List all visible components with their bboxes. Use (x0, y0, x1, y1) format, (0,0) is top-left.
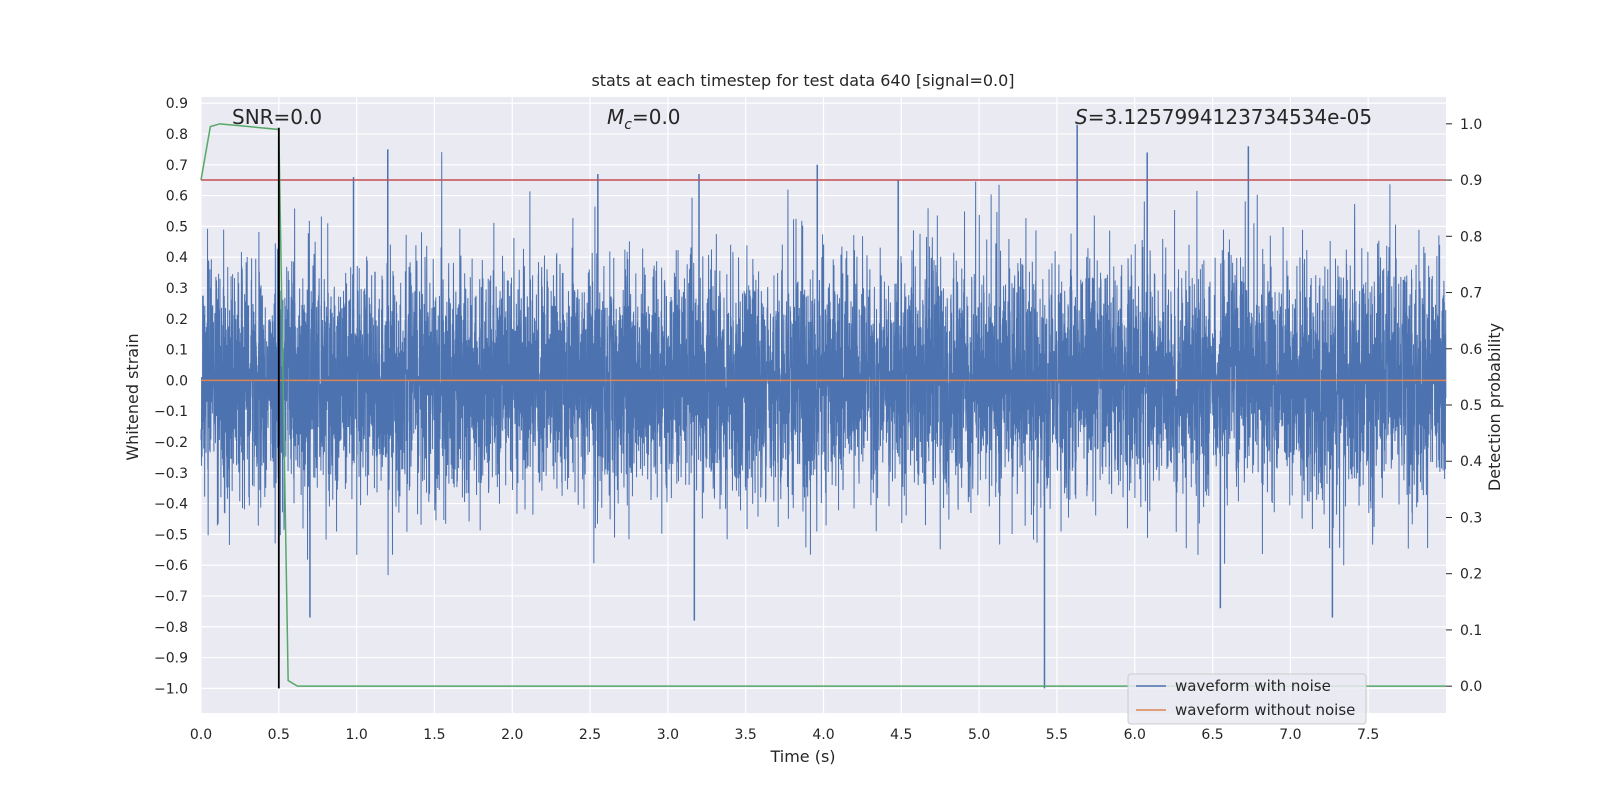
x-tick-label: 3.5 (735, 727, 757, 743)
y-right-axis-label: Detection probability (1485, 323, 1504, 491)
legend-box (1127, 673, 1367, 725)
y-tick-label: 0.3 (166, 281, 188, 297)
mc-value: =0.0 (632, 105, 681, 129)
s-annotation: S=3.1257994123734534e-05 (1075, 105, 1372, 129)
y-tick-label: −0.8 (154, 620, 188, 636)
x-tick-label: 1.0 (345, 727, 367, 743)
y-tick-label: −0.3 (154, 466, 188, 482)
x-tick-label: 6.0 (1124, 727, 1146, 743)
mc-symbol: M (607, 105, 624, 129)
y-tick-label: 0.2 (166, 312, 188, 328)
y-tick-label: −0.7 (154, 589, 188, 605)
x-tick-label: 7.5 (1357, 727, 1379, 743)
x-tick-label: 3.0 (657, 727, 679, 743)
y-right-tick-label: 0.1 (1460, 623, 1482, 639)
x-tick-label: 2.5 (579, 727, 601, 743)
legend: waveform with noise waveform without noi… (1127, 673, 1367, 725)
x-tick-label: 2.0 (501, 727, 523, 743)
y-tick-label: 0.6 (166, 189, 188, 205)
y-right-tick-label: 0.0 (1460, 679, 1482, 695)
y-right-tick-label: 0.5 (1460, 398, 1482, 414)
mc-subscript: c (624, 117, 632, 133)
y-right-tick-label: 0.8 (1460, 229, 1482, 245)
y-right-tick-label: 0.4 (1460, 454, 1482, 470)
y-tick-label: 0.4 (166, 250, 188, 266)
y-tick-label: −0.1 (154, 404, 188, 420)
y-tick-label: 0.1 (166, 343, 188, 359)
x-tick-label: 1.5 (423, 727, 445, 743)
s-value: =3.1257994123734534e-05 (1088, 105, 1372, 129)
y-tick-label: −0.9 (154, 651, 188, 667)
y-right-axis-ticks: 1.0 0.9 0.8 0.7 0.6 0.5 0.4 0.3 0.2 0.1 0.0 (1446, 117, 1482, 695)
chart-title: stats at each timestep for test data 640… (591, 71, 1014, 90)
x-axis-ticks: 0.0 0.5 1.0 1.5 2.0 2.5 3.0 3.5 4.0 4.5 5.0 5.5 6.0 6… (190, 727, 1379, 743)
snr-annotation: SNR=0.0 (232, 105, 322, 129)
y-right-tick-label: 1.0 (1460, 117, 1482, 133)
y-tick-label: 0.7 (166, 158, 188, 174)
y-right-tick-label: 0.9 (1460, 173, 1482, 189)
y-tick-label: −0.5 (154, 527, 188, 543)
y-right-tick-label: 0.2 (1460, 567, 1482, 583)
x-tick-label: 4.0 (812, 727, 834, 743)
y-tick-label: 0.0 (166, 373, 188, 389)
y-tick-label: 0.9 (166, 96, 188, 112)
y-right-tick-label: 0.6 (1460, 342, 1482, 358)
legend-label-noise: waveform with noise (1175, 677, 1331, 695)
y-tick-label: 0.8 (166, 127, 188, 143)
s-symbol: S (1075, 105, 1088, 129)
x-tick-label: 5.0 (968, 727, 990, 743)
legend-label-clean: waveform without noise (1175, 701, 1355, 719)
y-axis-label: Whitened strain (123, 333, 142, 460)
chirp-mass-annotation: Mc=0.0 (607, 105, 681, 133)
y-tick-label: 0.5 (166, 219, 188, 235)
x-axis-label: Time (s) (769, 747, 835, 766)
y-tick-label: −1.0 (154, 681, 188, 697)
x-tick-label: 0.0 (190, 727, 212, 743)
x-tick-label: 5.5 (1046, 727, 1068, 743)
y-tick-label: −0.6 (154, 558, 188, 574)
y-axis-ticks: 0.9 0.8 0.7 0.6 0.5 0.4 0.3 0.2 0.1 0.0 −0.1 −0.2 −0… (154, 96, 188, 697)
y-right-tick-label: 0.3 (1460, 510, 1482, 526)
y-tick-label: −0.2 (154, 435, 188, 451)
x-tick-label: 6.5 (1201, 727, 1223, 743)
x-tick-label: 4.5 (890, 727, 912, 743)
y-tick-label: −0.4 (154, 497, 188, 513)
x-tick-label: 0.5 (268, 727, 290, 743)
y-right-tick-label: 0.7 (1460, 286, 1482, 302)
x-tick-label: 7.0 (1279, 727, 1301, 743)
